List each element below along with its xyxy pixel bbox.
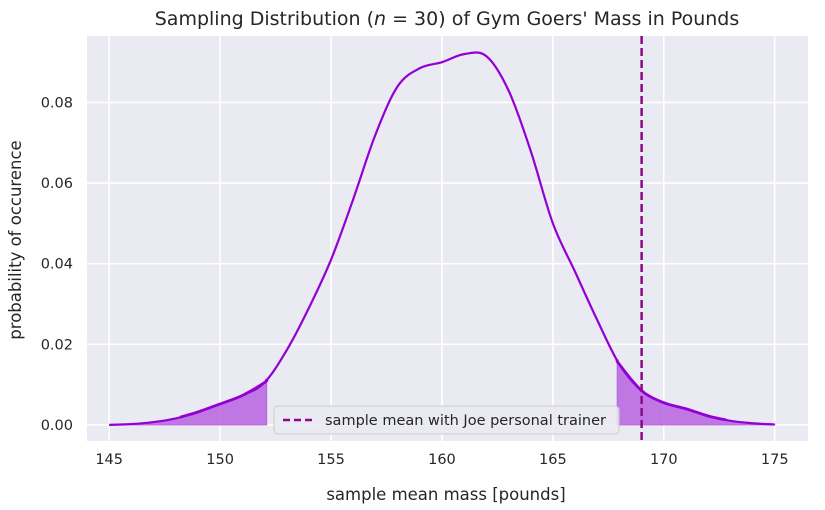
legend-box — [273, 405, 620, 435]
x-tick-label: 175 — [761, 452, 789, 468]
title-n-value: = 30 — [386, 8, 438, 30]
y-tick-label: 0.02 — [41, 337, 73, 353]
y-tick-label: 0.00 — [41, 418, 73, 434]
tail-edge-line — [615, 358, 727, 422]
x-tick-label: 160 — [428, 452, 456, 468]
title-n-variable: n — [374, 8, 386, 30]
density-curves — [109, 51, 775, 426]
legend-label: sample mean with Joe personal trainer — [325, 413, 606, 429]
x-tick-label: 145 — [95, 452, 123, 468]
grid-lines — [87, 36, 808, 441]
tail-edge-line — [179, 378, 269, 419]
title-suffix: ) of Gym Goers' Mass in Pounds — [438, 8, 739, 30]
x-tick-label: 165 — [539, 452, 567, 468]
y-axis-label: probability of occurence — [6, 140, 25, 339]
y-tick-labels: 0.00 0.02 0.04 0.06 0.08 — [41, 95, 73, 433]
y-tick-label: 0.04 — [41, 257, 73, 273]
x-tick-label: 170 — [650, 452, 678, 468]
x-tick-label: 150 — [206, 452, 234, 468]
x-tick-labels: 145 150 155 160 165 170 175 — [95, 452, 788, 468]
title-prefix: Sampling Distribution ( — [155, 8, 374, 30]
chart-title: Sampling Distribution (n = 30) of Gym Go… — [155, 8, 740, 30]
legend: sample mean with Joe personal trainer — [273, 405, 620, 435]
y-tick-label: 0.08 — [41, 95, 73, 111]
x-axis-label: sample mean mass [pounds] — [326, 485, 565, 504]
plot-area — [87, 36, 808, 441]
x-tick-label: 155 — [317, 452, 345, 468]
y-tick-label: 0.06 — [41, 176, 73, 192]
